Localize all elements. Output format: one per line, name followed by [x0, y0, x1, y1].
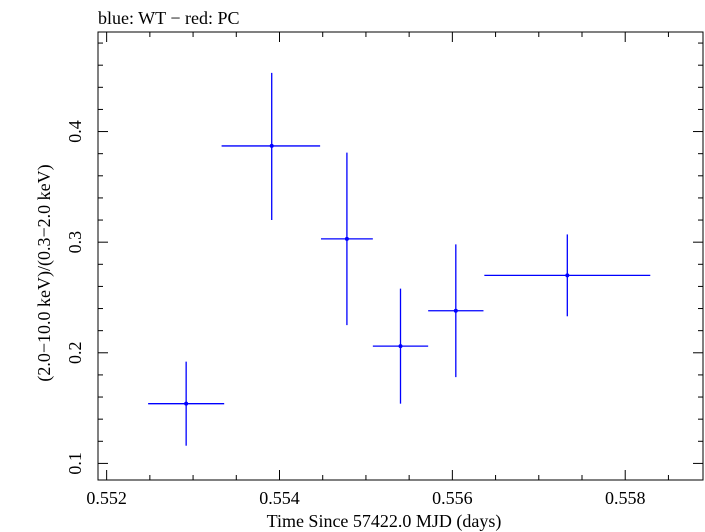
y-tick-label: 0.4	[65, 120, 85, 143]
x-tick-label: 0.554	[259, 488, 300, 508]
data-point	[372, 288, 429, 404]
x-axis-label: Time Since 57422.0 MJD (days)	[267, 511, 502, 532]
chart-title: blue: WT − red: PC	[98, 8, 239, 28]
point-marker	[453, 308, 458, 313]
x-tick-label: 0.558	[605, 488, 646, 508]
data-points	[148, 72, 651, 446]
x-tick-label: 0.556	[432, 488, 473, 508]
plot-frame	[97, 31, 704, 481]
point-marker	[398, 344, 403, 349]
point-marker	[184, 401, 189, 406]
data-point	[428, 244, 484, 378]
y-axis-label: (2.0−10.0 keV)/(0.3−2.0 keV)	[34, 164, 55, 381]
y-tick-label: 0.1	[65, 452, 85, 475]
point-marker	[565, 273, 570, 278]
data-point	[320, 152, 373, 326]
y-tick-label: 0.3	[65, 231, 85, 254]
point-marker	[269, 143, 274, 148]
data-point	[484, 234, 651, 317]
y-tick-label: 0.2	[65, 342, 85, 365]
data-point	[221, 72, 321, 221]
data-point	[148, 361, 225, 446]
point-marker	[344, 236, 349, 241]
y-axis-ticks: 0.1 0.2 0.3 0.4	[65, 42, 703, 475]
x-tick-label: 0.552	[86, 488, 127, 508]
x-axis-ticks: 0.552 0.554 0.556 0.558	[86, 32, 669, 508]
